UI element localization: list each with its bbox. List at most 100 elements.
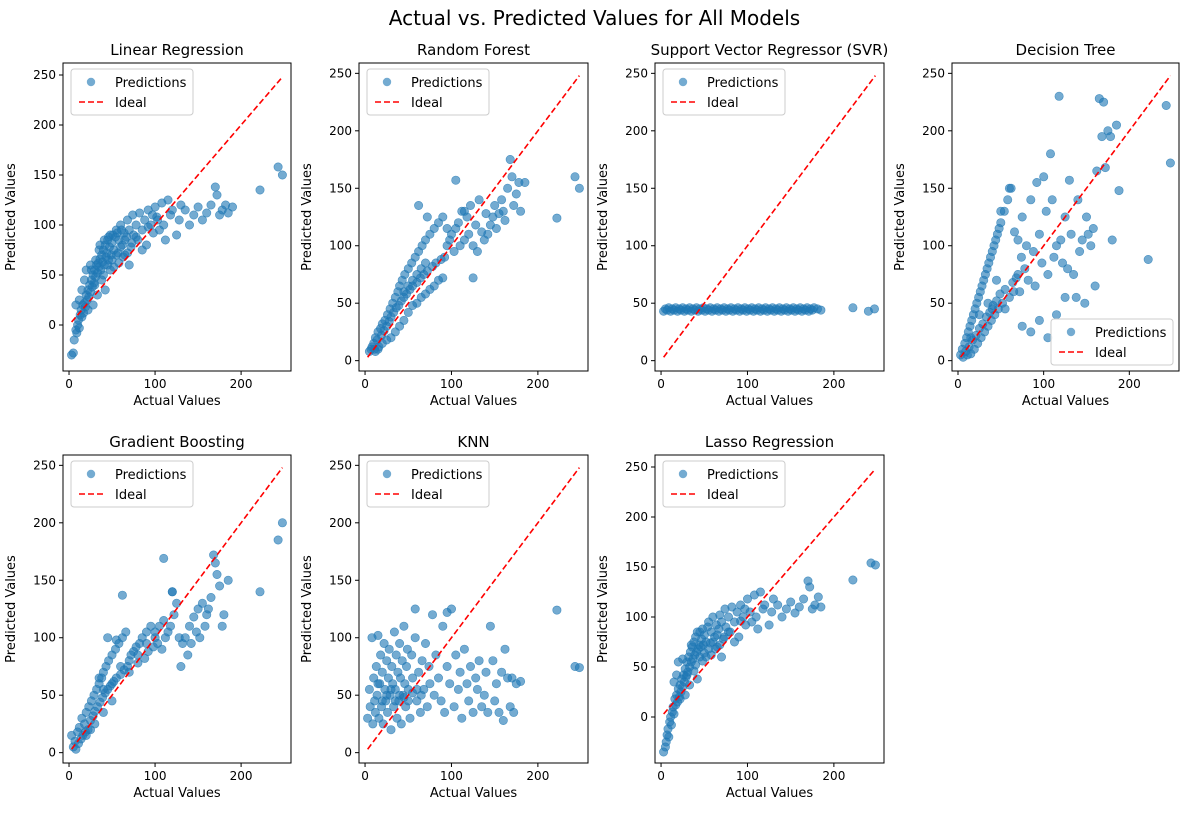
subplot-title: Support Vector Regressor (SVR) [651, 41, 889, 59]
x-tick-label: 0 [657, 769, 665, 783]
data-point [869, 304, 879, 314]
x-axis-label: Actual Values [430, 394, 518, 409]
data-point [507, 172, 517, 182]
data-point [1034, 315, 1044, 325]
data-point [382, 656, 392, 666]
legend-label-predictions: Predictions [707, 76, 779, 91]
data-point [185, 621, 195, 631]
data-point [176, 661, 186, 671]
data-point [1075, 247, 1085, 257]
data-point [94, 673, 104, 683]
data-point [195, 633, 205, 643]
data-point [1114, 186, 1124, 196]
legend-box [662, 460, 786, 508]
data-point [848, 303, 858, 313]
data-point [1003, 195, 1013, 205]
x-tick-label: 100 [1032, 377, 1055, 391]
data-point [433, 673, 443, 683]
x-tick-label: 200 [526, 377, 549, 391]
data-point [157, 644, 167, 654]
data-point [391, 650, 401, 660]
y-tick-label: 150 [33, 168, 56, 182]
data-point [1083, 229, 1093, 239]
data-point [160, 235, 170, 245]
data-point [189, 612, 199, 622]
y-tick-label: 100 [625, 610, 648, 624]
legend-marker-predictions [678, 469, 688, 479]
legend-label-predictions: Predictions [1095, 326, 1167, 341]
data-point [1009, 227, 1019, 237]
data-point [464, 229, 474, 239]
y-tick-label: 0 [344, 354, 352, 368]
y-tick-label: 150 [922, 181, 945, 195]
data-point [455, 667, 465, 677]
data-point [373, 630, 383, 640]
data-point [376, 650, 386, 660]
data-point [516, 676, 526, 686]
data-point [451, 650, 461, 660]
legend-box [662, 68, 786, 116]
data-point [399, 621, 409, 631]
data-point [816, 305, 826, 315]
y-tick-label: 0 [48, 318, 56, 332]
data-point [382, 707, 392, 717]
plot-frame [654, 454, 885, 764]
data-point [159, 220, 169, 230]
data-point [465, 661, 475, 671]
data-point [1106, 132, 1116, 142]
data-point [100, 285, 110, 295]
y-tick-label: 200 [33, 118, 56, 132]
data-point [215, 581, 225, 591]
data-point [451, 175, 461, 185]
scatter-points [363, 604, 584, 735]
subplot-2: 0 100 200 0 50 100 150 200 250 Random Forest Actua… [300, 41, 589, 409]
data-point [740, 604, 750, 614]
data-point [1088, 224, 1098, 234]
data-point [135, 208, 145, 218]
data-point [389, 627, 399, 637]
y-tick-label: 150 [33, 573, 56, 587]
y-axis-label: Predicted Values [300, 163, 315, 271]
data-point [503, 183, 513, 193]
plot-frame [951, 62, 1180, 372]
data-point [472, 684, 482, 694]
data-point [1043, 269, 1053, 279]
data-point [1090, 281, 1100, 291]
data-point [186, 638, 196, 648]
data-point [166, 621, 176, 631]
data-point [494, 707, 504, 717]
data-point [468, 273, 478, 283]
data-point [672, 670, 682, 680]
data-point [786, 597, 796, 607]
data-point [373, 679, 383, 689]
data-point [723, 612, 733, 622]
data-point [438, 273, 448, 283]
y-tick-label: 250 [625, 66, 648, 80]
ideal-line [70, 467, 284, 750]
data-point [1071, 292, 1081, 302]
y-tick-label: 200 [33, 516, 56, 530]
y-tick-label: 50 [633, 660, 648, 674]
legend-label-ideal: Ideal [1095, 346, 1127, 361]
data-point [212, 190, 222, 200]
data-point [137, 245, 147, 255]
x-tick-label: 100 [736, 769, 759, 783]
data-point [1004, 183, 1014, 193]
data-point [1020, 264, 1030, 274]
legend-label-ideal: Ideal [411, 96, 443, 111]
y-tick-label: 50 [41, 688, 56, 702]
data-point [217, 621, 227, 631]
data-point [91, 255, 101, 265]
data-point [131, 220, 141, 230]
data-point [172, 230, 182, 240]
data-point [180, 205, 190, 215]
data-point [422, 702, 432, 712]
data-point [80, 275, 90, 285]
data-point [377, 696, 387, 706]
legend-label-predictions: Predictions [115, 468, 187, 483]
data-point [1047, 195, 1057, 205]
data-point [468, 707, 478, 717]
data-point [479, 690, 489, 700]
legend-label-ideal: Ideal [411, 488, 443, 503]
